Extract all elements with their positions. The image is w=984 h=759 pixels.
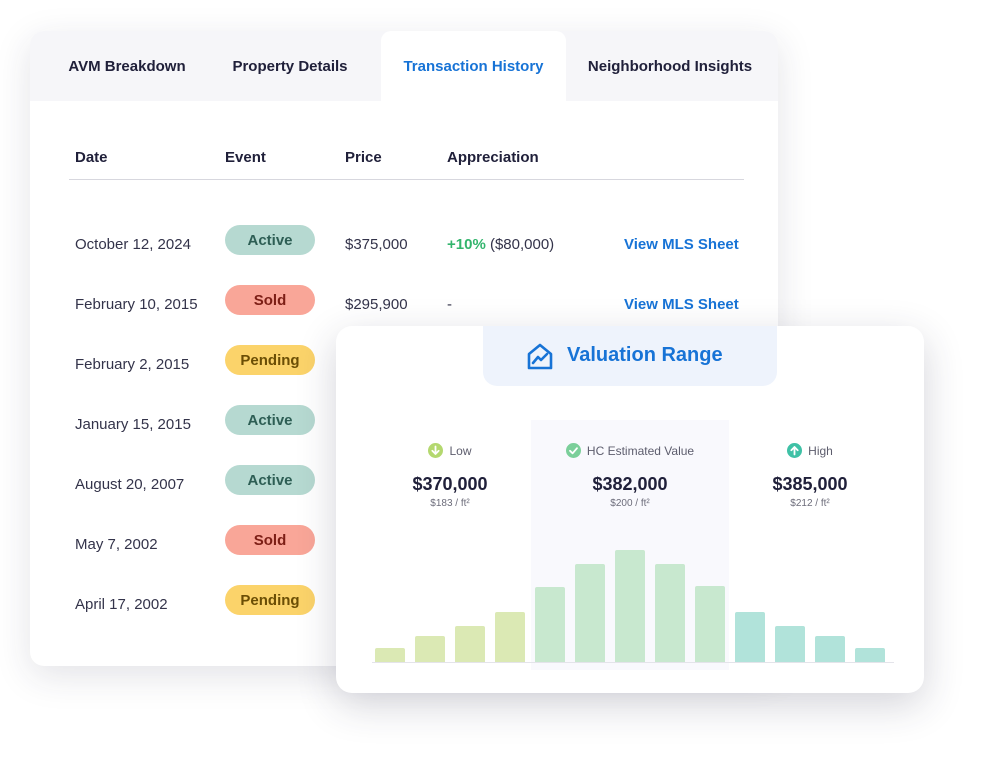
estimate-label: HC Estimated Value xyxy=(586,444,695,458)
chart-baseline xyxy=(372,662,894,663)
row-appreciation: +10% ($80,000) xyxy=(447,236,554,253)
view-mls-sheet-link[interactable]: View MLS Sheet xyxy=(624,296,739,313)
tab-bar: AVM Breakdown Property Details Transacti… xyxy=(30,31,778,103)
table-row: January 15, 2015 Active xyxy=(30,405,778,445)
row-date: February 10, 2015 xyxy=(75,296,198,313)
histogram-bar xyxy=(535,587,565,662)
histogram-bar xyxy=(495,612,525,662)
table-row: February 10, 2015 Sold $295,900 - View M… xyxy=(30,285,778,325)
status-badge: Active xyxy=(225,225,315,255)
histogram-bar xyxy=(735,612,765,662)
status-badge: Active xyxy=(225,405,315,435)
view-mls-sheet-link[interactable]: View MLS Sheet xyxy=(624,236,739,253)
low-per-sqft: $183 / ft² xyxy=(430,498,470,509)
high-label: High xyxy=(808,444,833,458)
valuation-range-card: Valuation Range Low $370,000 $183 / ft² … xyxy=(336,326,924,693)
appreciation-amount: - xyxy=(447,296,452,313)
house-trend-icon xyxy=(527,343,553,370)
estimate-per-sqft: $200 / ft² xyxy=(610,498,650,509)
histogram-bar xyxy=(615,550,645,662)
histogram-bar xyxy=(455,626,485,662)
header-divider xyxy=(69,179,744,180)
appreciation-amount: ($80,000) xyxy=(489,236,555,253)
valuation-title: Valuation Range xyxy=(567,344,723,366)
tab-transaction-history[interactable]: Transaction History xyxy=(381,31,566,103)
tab-property-details[interactable]: Property Details xyxy=(232,58,348,75)
estimated-value-stat: HC Estimated Value $382,000 $200 / ft² xyxy=(530,442,730,509)
status-badge: Active xyxy=(225,465,315,495)
low-value-stat: Low $370,000 $183 / ft² xyxy=(350,442,550,509)
status-badge: Sold xyxy=(225,525,315,555)
column-header-price: Price xyxy=(345,149,382,166)
status-badge: Pending xyxy=(225,585,315,615)
low-value: $370,000 xyxy=(412,474,488,494)
row-date: April 17, 2002 xyxy=(75,596,168,613)
histogram-bar xyxy=(655,564,685,662)
table-row: February 2, 2015 Pending xyxy=(30,345,778,385)
tab-avm-breakdown[interactable]: AVM Breakdown xyxy=(68,58,186,75)
high-value: $385,000 xyxy=(772,474,848,494)
row-appreciation: - xyxy=(447,296,452,313)
row-date: February 2, 2015 xyxy=(75,356,190,373)
histogram-bar xyxy=(775,626,805,662)
check-circle-icon xyxy=(565,443,581,458)
table-row: May 7, 2002 Sold xyxy=(30,525,778,565)
appreciation-percent: +10% xyxy=(447,236,486,253)
high-value-stat: High $385,000 $212 / ft² xyxy=(710,442,910,509)
row-price: $295,900 xyxy=(345,296,408,313)
row-date: January 15, 2015 xyxy=(75,416,191,433)
tab-neighborhood-insights[interactable]: Neighborhood Insights xyxy=(587,58,753,75)
status-badge: Pending xyxy=(225,345,315,375)
row-date: October 12, 2024 xyxy=(75,236,191,253)
column-header-event: Event xyxy=(225,149,266,166)
column-header-date: Date xyxy=(75,149,108,166)
valuation-header: Valuation Range xyxy=(483,326,777,386)
histogram-bar xyxy=(815,636,845,662)
table-row: April 17, 2002 Pending xyxy=(30,585,778,625)
arrow-up-circle-icon xyxy=(787,443,803,458)
table-row: August 20, 2007 Active xyxy=(30,465,778,505)
estimate-value: $382,000 xyxy=(592,474,668,494)
arrow-down-circle-icon xyxy=(428,443,444,458)
column-header-appreciation: Appreciation xyxy=(447,149,539,166)
high-per-sqft: $212 / ft² xyxy=(790,498,830,509)
histogram-bar xyxy=(695,586,725,662)
row-date: May 7, 2002 xyxy=(75,536,158,553)
low-label: Low xyxy=(449,444,472,458)
histogram-bar xyxy=(415,636,445,662)
histogram-bar xyxy=(855,648,885,662)
histogram-bar xyxy=(575,564,605,662)
row-price: $375,000 xyxy=(345,236,408,253)
histogram-bar xyxy=(375,648,405,662)
row-date: August 20, 2007 xyxy=(75,476,185,493)
status-badge: Sold xyxy=(225,285,315,315)
table-row: October 12, 2024 Active $375,000 +10% ($… xyxy=(30,225,778,265)
